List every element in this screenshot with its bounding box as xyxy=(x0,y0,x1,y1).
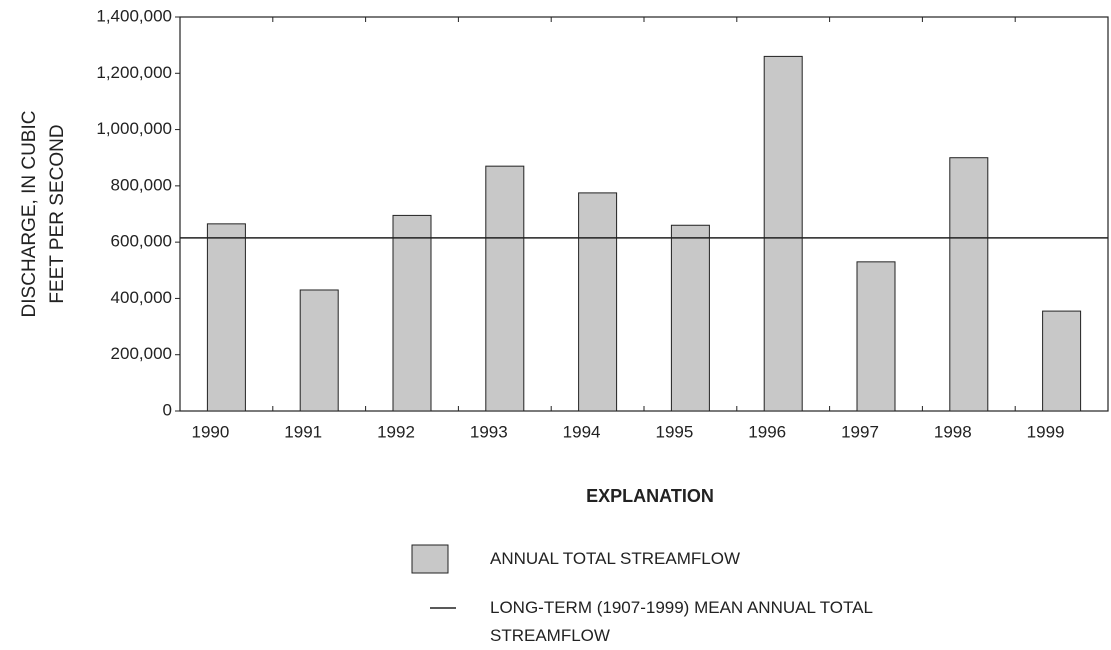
bar xyxy=(485,165,525,412)
legend-swatch xyxy=(411,544,449,574)
bar xyxy=(949,157,989,412)
x-tick-label: 1997 xyxy=(841,422,879,441)
y-tick-label: 0 xyxy=(163,400,172,419)
bar xyxy=(1042,310,1082,412)
y-tick-label: 600,000 xyxy=(111,232,172,251)
x-tick-label: 1992 xyxy=(377,422,415,441)
y-axis-title: DISCHARGE, IN CUBIC xyxy=(19,111,40,318)
x-tick-label: 1995 xyxy=(655,422,693,441)
y-tick-label: 1,400,000 xyxy=(96,6,172,25)
x-tick-label: 1991 xyxy=(284,422,322,441)
x-tick-label: 1996 xyxy=(748,422,786,441)
y-tick-label: 1,200,000 xyxy=(96,63,172,82)
y-axis-title: FEET PER SECOND xyxy=(47,124,68,303)
bar xyxy=(206,223,246,412)
bar xyxy=(578,192,618,412)
x-tick-label: 1993 xyxy=(470,422,508,441)
y-tick-label: 200,000 xyxy=(111,344,172,363)
legend-label: LONG-TERM (1907-1999) MEAN ANNUAL TOTAL … xyxy=(490,598,873,645)
bar xyxy=(299,289,339,412)
x-tick-label: 1994 xyxy=(563,422,601,441)
legend-title: EXPLANATION xyxy=(586,486,714,506)
bar xyxy=(392,214,432,412)
y-tick-label: 400,000 xyxy=(111,288,172,307)
x-tick-label: 1999 xyxy=(1027,422,1065,441)
y-tick-label: 800,000 xyxy=(111,175,172,194)
bar xyxy=(763,55,803,412)
x-tick-label: 1990 xyxy=(191,422,229,441)
y-tick-label: 1,000,000 xyxy=(96,119,172,138)
legend-label: ANNUAL TOTAL STREAMFLOW xyxy=(490,549,741,568)
bar xyxy=(670,224,710,412)
bar xyxy=(856,261,896,412)
x-tick-label: 1998 xyxy=(934,422,972,441)
